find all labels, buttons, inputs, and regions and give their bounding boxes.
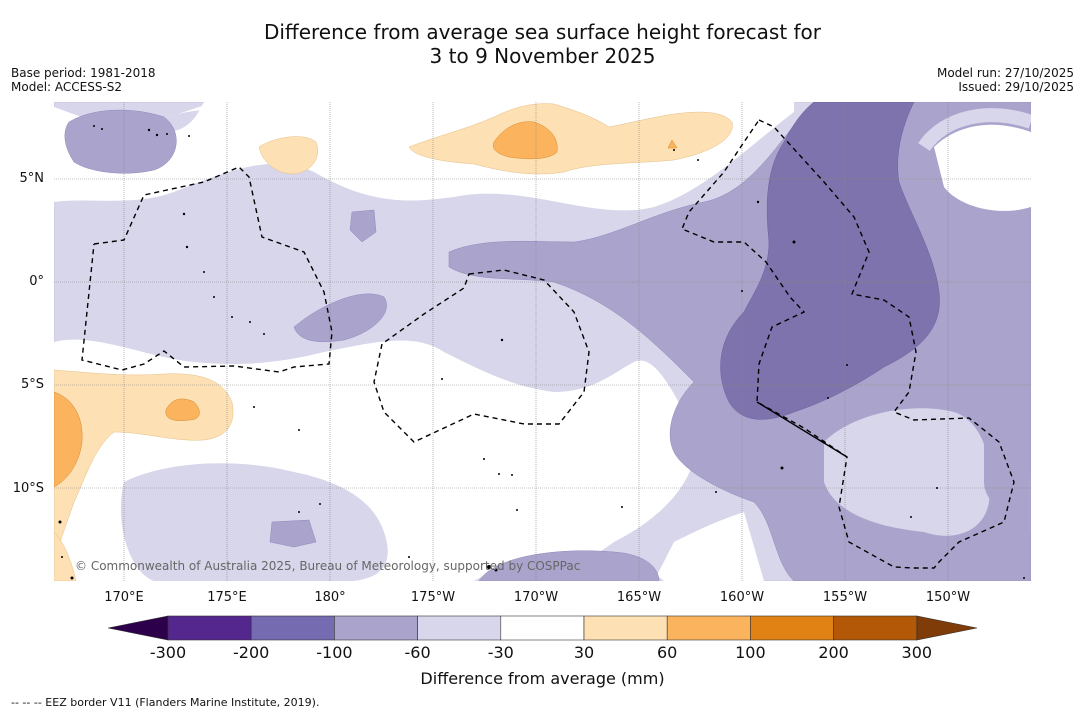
colorbar-tick-label: 100 [735, 643, 766, 662]
contour-white-bottom-right [654, 512, 764, 581]
colorbar-segment [250, 615, 335, 641]
model-name: Model: ACCESS-S2 [11, 80, 123, 94]
contour-light-orange-west [54, 369, 234, 581]
contour-white-north2 [154, 102, 384, 137]
islands [58, 125, 1025, 580]
colorbar-tick-label: 30 [573, 643, 595, 662]
contour-light-ne-ring [918, 108, 1031, 152]
contour-light-orange-north [408, 103, 733, 175]
lon-label-150w: 150°W [925, 590, 971, 605]
contour-medium-lavender-small1 [349, 209, 377, 243]
contour-light-orange-sw-bottom [54, 531, 77, 581]
colorbar-tick-label: -60 [404, 643, 431, 662]
eez-legend: -- -- -- EEZ border V11 (Flanders Marine… [11, 696, 320, 709]
lon-label-180: 180° [314, 590, 346, 605]
copyright-text: © Commonwealth of Australia 2025, Bureau… [75, 559, 581, 573]
meta-left: Base period: 1981-2018 Model: ACCESS-S2 [11, 66, 156, 94]
contour-dark-purple [720, 102, 940, 420]
contour-orange-west-edge [54, 391, 83, 488]
lon-label-155w: 155°W [822, 590, 868, 605]
lat-label-5s: 5°S [20, 377, 44, 392]
contour-orange-tiny [667, 139, 678, 149]
contour-medium-lavender-mid [293, 293, 387, 343]
eez-central [373, 269, 590, 443]
contour-orange-north [493, 121, 558, 160]
eez-west [81, 166, 333, 373]
contour-lavender-southwest [120, 463, 388, 581]
colorbar-tick-label: 300 [901, 643, 933, 662]
graticule [54, 102, 1031, 581]
colorbar-tick-label: 60 [657, 643, 678, 662]
contour-medium-lavender-nw [64, 109, 177, 174]
colorbar-segment [750, 615, 834, 641]
lon-label-160w: 160°W [719, 590, 765, 605]
lat-label-0: 0° [29, 274, 44, 289]
contour-medium-lavender-small2 [269, 519, 317, 548]
eez-east [681, 119, 1015, 569]
colorbar-over-arrow [916, 615, 978, 641]
colorbar-tick-label: -300 [149, 643, 187, 662]
colorbar [108, 615, 978, 641]
colorbar-segment [833, 615, 918, 641]
model-run: Model run: 27/10/2025 [936, 66, 1074, 80]
lon-label-175w: 175°W [410, 590, 456, 605]
colorbar-tick-label: -100 [316, 643, 353, 662]
contour-light-orange-small [258, 136, 318, 175]
colorbar-segment [583, 615, 668, 641]
lon-label-165w: 165°W [616, 590, 662, 605]
page-title: Difference from average sea surface heig… [0, 20, 1085, 68]
contour-medium-lavender-bottom [478, 550, 660, 581]
colorbar-segment [666, 615, 751, 641]
sea-height-map [54, 102, 1031, 581]
colorbar-tick-label: -30 [487, 643, 514, 662]
contour-orange-west-small [165, 398, 200, 421]
contour-white-ne-inner [934, 124, 1031, 211]
issued-date: Issued: 29/10/2025 [958, 80, 1074, 94]
contour-medium-se-inner [984, 427, 1031, 532]
contour-light-lavender-se [824, 408, 991, 536]
colorbar-segment [500, 615, 585, 641]
colorbar-segment [417, 615, 502, 641]
base-period: Base period: 1981-2018 [11, 66, 156, 80]
colorbar-tick-label: 200 [818, 643, 849, 662]
meta-right: Model run: 27/10/2025 Issued: 29/10/2025 [937, 66, 1074, 94]
title-line-2: 3 to 9 November 2025 [429, 44, 656, 68]
lon-label-175e: 175°E [207, 590, 247, 605]
colorbar-under-arrow [108, 615, 169, 641]
colorbar-tick-label: -200 [233, 643, 270, 662]
eez-east-solid [756, 401, 848, 458]
colorbar-segment [334, 615, 418, 641]
title-line-1: Difference from average sea surface heig… [263, 20, 822, 44]
eez-borders [81, 119, 1015, 569]
lon-label-170e: 170°E [104, 590, 144, 605]
lon-label-170w: 170°W [513, 590, 559, 605]
lat-label-10s: 10°S [12, 481, 44, 496]
lat-label-5n: 5°N [19, 171, 45, 186]
colorbar-label: Difference from average (mm) [420, 669, 665, 688]
colorbar-segment [167, 615, 252, 641]
